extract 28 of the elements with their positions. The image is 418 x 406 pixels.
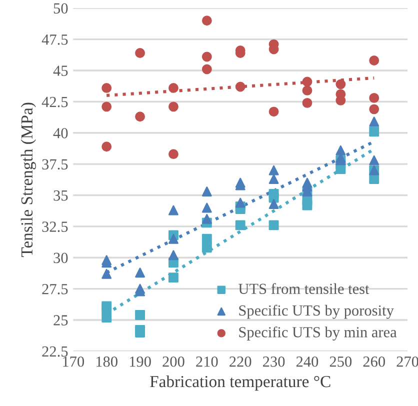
y-axis-title: Tensile Strength (MPa) [20,102,36,257]
y-tick-label: 25 [54,315,68,326]
x-tick-label: 220 [230,356,252,367]
legend-label: UTS from tensile test [238,283,370,294]
y-tick-label: 47.5 [42,34,68,45]
y-tick-label: 27.5 [42,284,68,294]
x-tick-label: 190 [130,356,151,367]
x-tick-label: 230 [263,356,285,367]
x-tick-label: 240 [296,356,318,367]
x-tick-label: 200 [162,356,184,367]
x-tick-label: 210 [196,356,218,367]
y-tick-label: 50 [54,3,68,14]
y-tick-label: 30 [54,252,68,264]
x-tick-label: 260 [363,356,385,367]
legend-label: Specific UTS by porosity [239,304,394,319]
y-tick-label: 22.5 [42,346,68,357]
y-tick-label: 32.5 [42,222,68,232]
x-tick-label: 270 [396,356,418,367]
x-axis-title: Fabrication temperature °C [150,375,330,391]
y-tick-label: 40 [53,128,68,138]
y-tick-label: 37.5 [42,159,68,170]
y-tick-label: 35 [54,190,68,201]
y-tick-label: 45 [53,66,68,76]
x-tick-label: 170 [63,356,84,367]
x-tick-label: 180 [96,356,118,367]
y-tick-label: 42.5 [42,96,68,108]
x-tick-label: 250 [330,356,352,367]
legend-label: Specific UTS by min area [239,326,397,340]
